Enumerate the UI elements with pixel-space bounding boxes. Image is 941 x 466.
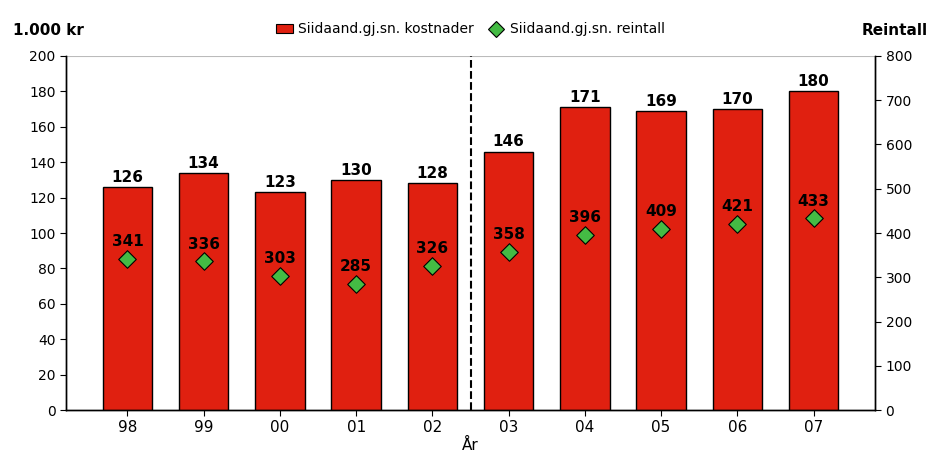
Text: 358: 358: [493, 227, 524, 242]
Point: [502, 248, 517, 255]
Point: [424, 262, 439, 269]
Text: 170: 170: [722, 92, 753, 107]
Text: 146: 146: [493, 134, 524, 150]
Text: 285: 285: [340, 259, 372, 274]
Bar: [407, 184, 457, 410]
Text: 134: 134: [188, 156, 219, 171]
X-axis label: År: År: [462, 439, 479, 453]
Text: 341: 341: [112, 234, 143, 249]
Bar: [712, 109, 762, 410]
Text: 180: 180: [798, 74, 829, 89]
Text: 171: 171: [569, 90, 600, 105]
Bar: [484, 151, 534, 410]
Point: [654, 225, 669, 233]
Text: 396: 396: [569, 210, 601, 225]
Text: 130: 130: [341, 163, 372, 178]
Text: 128: 128: [417, 166, 448, 181]
Legend: Siidaand.gj.sn. kostnader, Siidaand.gj.sn. reintall: Siidaand.gj.sn. kostnader, Siidaand.gj.s…: [270, 17, 671, 42]
Text: 126: 126: [111, 170, 143, 185]
Point: [578, 231, 593, 239]
Text: 169: 169: [646, 94, 677, 109]
Text: Reintall: Reintall: [862, 23, 928, 38]
Point: [348, 280, 363, 288]
Bar: [636, 111, 686, 410]
Bar: [255, 192, 305, 410]
Text: 433: 433: [798, 194, 830, 209]
Point: [806, 215, 821, 222]
Bar: [560, 107, 610, 410]
Point: [272, 272, 287, 280]
Bar: [103, 187, 152, 410]
Text: 1.000 kr: 1.000 kr: [13, 23, 84, 38]
Point: [730, 220, 745, 227]
Text: 409: 409: [646, 204, 677, 219]
Text: 123: 123: [264, 175, 295, 190]
Text: 421: 421: [722, 199, 753, 214]
Text: 326: 326: [416, 241, 449, 256]
Bar: [789, 91, 838, 410]
Text: 303: 303: [264, 251, 295, 266]
Bar: [179, 173, 229, 410]
Point: [196, 258, 211, 265]
Text: 336: 336: [187, 237, 219, 252]
Point: [120, 255, 135, 263]
Bar: [331, 180, 381, 410]
